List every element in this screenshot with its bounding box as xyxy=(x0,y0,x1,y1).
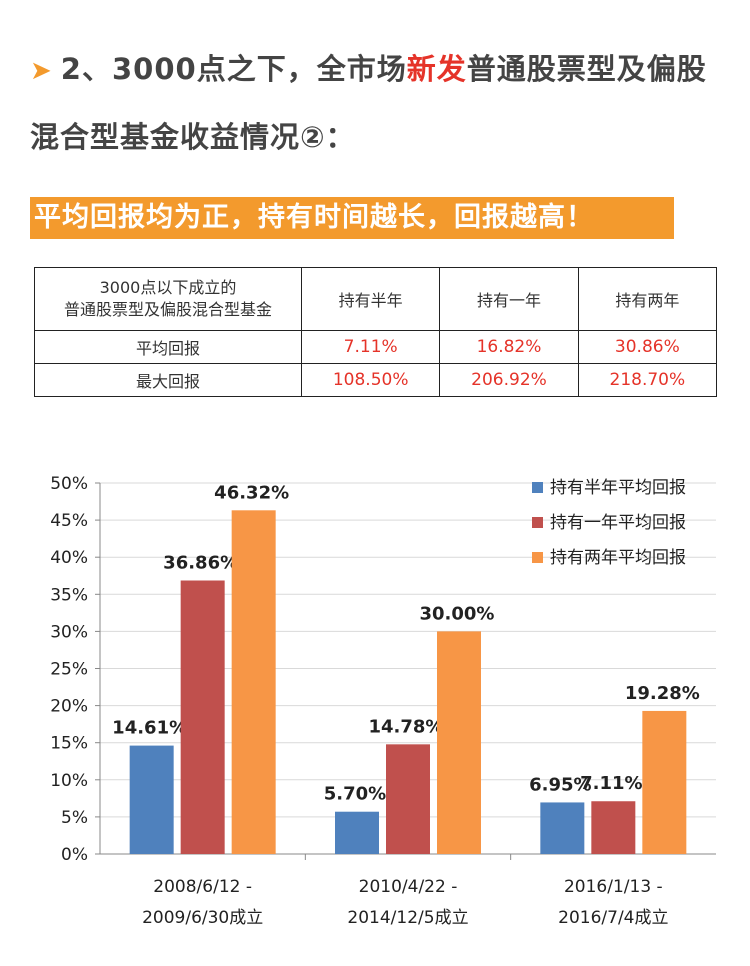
bar xyxy=(642,710,687,854)
heading-prefix: 2、3000点之下，全市场 xyxy=(60,52,407,86)
data-label: 14.78% xyxy=(369,716,444,737)
table-row: 平均回报 7.11% 16.82% 30.86% xyxy=(34,330,718,364)
y-tick-label: 10% xyxy=(50,771,88,791)
y-tick-label: 5% xyxy=(61,808,88,828)
bar xyxy=(386,744,430,854)
table-header-line-1: 3000点以下成立的 xyxy=(99,278,237,297)
bar xyxy=(540,802,585,854)
data-label: 30.00% xyxy=(420,603,495,624)
table-header-row: 3000点以下成立的 普通股票型及偏股混合型基金 持有半年 持有一年 持有两年 xyxy=(34,267,718,331)
legend-swatch xyxy=(532,482,543,493)
data-label: 6.95% xyxy=(529,774,591,795)
table-cell: 218.70% xyxy=(577,363,718,397)
y-tick-label: 25% xyxy=(50,660,88,680)
y-tick-label: 20% xyxy=(50,697,88,717)
heading-suffix: 普通股票型及偏股混合型基金收益情况②： xyxy=(30,52,707,154)
x-tick-label: 2016/1/13 - xyxy=(564,877,663,897)
y-tick-label: 15% xyxy=(50,734,88,754)
y-tick-label: 35% xyxy=(50,585,88,605)
summary-banner: 平均回报均为正，持有时间越长，回报越高！ xyxy=(30,197,674,239)
bar xyxy=(335,811,379,854)
data-label: 7.11% xyxy=(580,773,642,794)
data-label: 46.32% xyxy=(214,482,289,503)
y-tick-label: 0% xyxy=(61,845,88,865)
table-cell: 108.50% xyxy=(300,363,441,397)
legend-swatch xyxy=(532,517,543,528)
data-label: 36.86% xyxy=(163,552,238,573)
heading-highlight: 新发 xyxy=(406,52,467,86)
row-label: 最大回报 xyxy=(34,363,302,397)
bar xyxy=(180,580,225,854)
table-row: 最大回报 108.50% 206.92% 218.70% xyxy=(34,363,718,397)
bar xyxy=(591,801,636,854)
returns-bar-chart: 0% 5% 10% 15% 20% 25% 30% 35% 40% 45% 50% 14.61% 36.… xyxy=(50,474,716,928)
legend-swatch xyxy=(532,552,543,563)
y-tick-label: 50% xyxy=(50,474,88,494)
y-tick-label: 30% xyxy=(50,622,88,642)
table-cell: 30.86% xyxy=(577,330,718,364)
x-tick-label: 2016/7/4成立 xyxy=(558,908,668,928)
table-cell: 206.92% xyxy=(439,363,579,397)
bar xyxy=(231,510,276,854)
x-tick-label: 2009/6/30成立 xyxy=(142,908,263,928)
y-tick-label: 45% xyxy=(50,511,88,531)
returns-table: 3000点以下成立的 普通股票型及偏股混合型基金 持有半年 持有一年 持有两年 … xyxy=(34,267,718,397)
y-tick-label: 40% xyxy=(50,548,88,568)
legend-label: 持有半年平均回报 xyxy=(550,478,686,498)
legend-label: 持有两年平均回报 xyxy=(550,548,686,568)
arrow-icon: ➤ xyxy=(30,56,53,86)
table-header-two-year: 持有两年 xyxy=(577,267,718,331)
table-header-line-2: 普通股票型及偏股混合型基金 xyxy=(63,300,272,319)
table-header-half-year: 持有半年 xyxy=(300,267,441,331)
bar xyxy=(129,745,174,854)
table-cell: 16.82% xyxy=(439,330,579,364)
bar xyxy=(437,631,481,854)
x-tick-label: 2014/12/5成立 xyxy=(347,908,468,928)
table-cell: 7.11% xyxy=(300,330,441,364)
data-label: 5.70% xyxy=(324,784,386,805)
data-label: 19.28% xyxy=(625,683,700,704)
table-header-one-year: 持有一年 xyxy=(439,267,579,331)
table-header-label: 3000点以下成立的 普通股票型及偏股混合型基金 xyxy=(34,267,302,331)
section-heading: ➤ 2、3000点之下，全市场新发普通股票型及偏股混合型基金收益情况②： xyxy=(30,36,730,170)
x-tick-label: 2010/4/22 - xyxy=(359,877,458,897)
data-label: 14.61% xyxy=(112,718,187,739)
x-tick-label: 2008/6/12 - xyxy=(153,877,252,897)
row-label: 平均回报 xyxy=(34,330,302,364)
legend-label: 持有一年平均回报 xyxy=(550,513,686,533)
